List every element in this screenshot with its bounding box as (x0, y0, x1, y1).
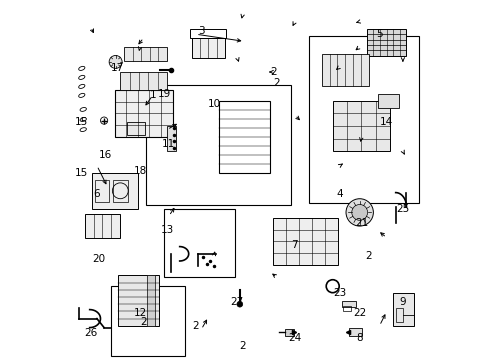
Bar (395, 308, 402, 322)
Bar (343, 306, 350, 311)
Text: 25: 25 (395, 204, 408, 214)
Bar (273, 218, 337, 265)
Bar (392, 293, 413, 326)
Bar (332, 101, 389, 151)
Text: 20: 20 (92, 254, 105, 264)
Text: 18: 18 (134, 166, 147, 176)
Text: 2: 2 (269, 67, 276, 77)
Bar (95, 180, 109, 202)
Text: 4: 4 (336, 189, 343, 199)
Text: 1: 1 (149, 90, 156, 100)
Text: 24: 24 (288, 333, 301, 343)
Bar (127, 122, 145, 135)
Text: 2: 2 (140, 317, 147, 327)
Bar (366, 29, 406, 56)
Bar (348, 328, 361, 336)
Text: 9: 9 (399, 297, 406, 307)
Text: 22: 22 (352, 308, 366, 318)
Text: 19: 19 (158, 89, 171, 99)
Bar (91, 173, 138, 209)
Text: 11: 11 (162, 139, 175, 149)
Bar (285, 329, 294, 336)
Bar (118, 275, 159, 326)
Text: 27: 27 (230, 297, 244, 307)
Text: 15: 15 (75, 117, 88, 127)
Bar (341, 301, 355, 307)
Text: 10: 10 (207, 99, 220, 109)
Circle shape (237, 301, 242, 307)
Text: 5: 5 (375, 29, 382, 39)
Bar (219, 101, 269, 173)
Text: 2: 2 (273, 78, 280, 88)
Bar (111, 286, 185, 356)
Text: 8: 8 (356, 333, 362, 343)
Circle shape (346, 199, 373, 226)
Text: 6: 6 (93, 189, 100, 199)
Circle shape (109, 55, 122, 68)
Text: 2: 2 (365, 251, 371, 261)
Bar (113, 180, 127, 202)
Text: 13: 13 (160, 225, 173, 235)
Bar (321, 54, 368, 86)
Text: 2: 2 (192, 321, 199, 331)
Text: 17: 17 (111, 63, 124, 73)
Bar (377, 94, 399, 108)
Bar (115, 90, 172, 137)
Text: 2: 2 (239, 341, 245, 351)
Text: 14: 14 (379, 117, 392, 127)
Text: 21: 21 (354, 218, 367, 228)
Text: 3: 3 (198, 26, 204, 36)
Bar (85, 214, 120, 238)
Bar (309, 36, 418, 203)
Circle shape (351, 204, 367, 220)
Bar (163, 209, 235, 277)
Bar (120, 72, 167, 90)
Bar (167, 126, 176, 151)
Bar (189, 29, 225, 38)
Bar (147, 275, 154, 326)
Bar (192, 38, 224, 58)
Text: 26: 26 (84, 328, 97, 338)
Bar (123, 47, 167, 61)
Text: 23: 23 (333, 288, 346, 298)
Text: 7: 7 (291, 240, 298, 250)
Text: 16: 16 (99, 150, 112, 160)
Text: 12: 12 (133, 308, 146, 318)
Text: 15: 15 (75, 168, 88, 178)
Bar (145, 85, 291, 205)
